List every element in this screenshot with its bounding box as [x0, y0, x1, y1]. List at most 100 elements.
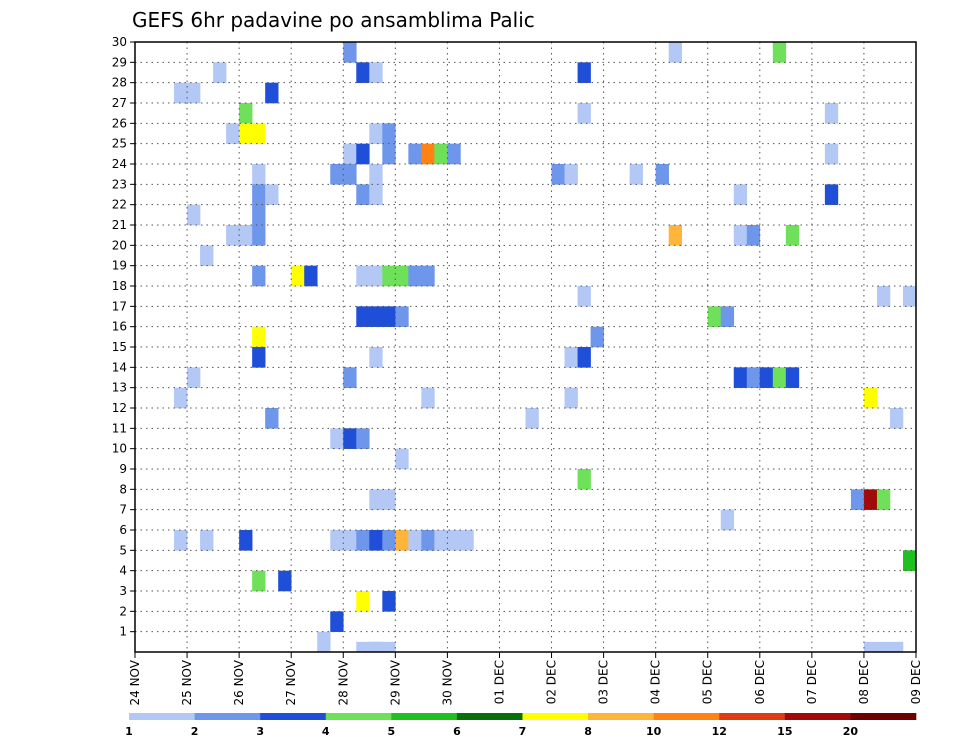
- heatmap-cell: [902, 286, 917, 307]
- y-tick-label: 3: [119, 584, 127, 598]
- heatmap-cell: [356, 143, 370, 165]
- colorbar-segment: [522, 713, 589, 720]
- heatmap-cell: [174, 530, 188, 551]
- heatmap-cell: [577, 469, 591, 490]
- heatmap-cell: [369, 641, 383, 653]
- colorbar-tick-label: 12: [712, 725, 727, 738]
- heatmap-cell: [265, 184, 279, 205]
- heatmap-cell: [421, 530, 435, 551]
- heatmap-cell: [369, 123, 383, 144]
- heatmap-cell: [772, 42, 787, 63]
- x-tick-label: 05 DEC: [701, 660, 715, 704]
- heatmap-cell: [447, 530, 461, 551]
- heatmap-cell: [408, 530, 422, 551]
- heatmap-cell: [382, 641, 396, 653]
- heatmap-cell: [369, 184, 383, 205]
- y-tick-label: 19: [112, 259, 127, 273]
- heatmap-cell: [850, 489, 865, 510]
- colorbar-segment: [325, 713, 392, 720]
- heatmap-cell: [746, 367, 761, 388]
- heatmap-cell: [863, 489, 878, 510]
- heatmap-cell: [356, 184, 370, 205]
- x-tick-label: 08 DEC: [857, 660, 871, 704]
- colorbar-legend: 1 2 3 4 5 6 7 8 10 12 15 20: [125, 713, 917, 738]
- heatmap-cell: [434, 143, 448, 165]
- heatmap-cell: [720, 509, 735, 531]
- heatmap-cell: [863, 641, 878, 653]
- heatmap-cell: [564, 164, 578, 185]
- heatmap-cell: [291, 265, 305, 287]
- heatmap-cell: [733, 367, 748, 388]
- heatmap-cell: [759, 367, 774, 388]
- heatmap-cell: [395, 530, 409, 551]
- y-tick-label: 18: [112, 279, 127, 293]
- heatmap-cell: [408, 265, 422, 287]
- heatmap-cell: [772, 367, 787, 388]
- heatmap-cell: [577, 286, 591, 307]
- colorbar-segment: [588, 713, 654, 720]
- colorbar-tick-label: 8: [584, 725, 592, 738]
- heatmap-cell: [356, 530, 370, 551]
- heatmap-cell: [876, 286, 891, 307]
- heatmap-cell: [356, 62, 370, 83]
- heatmap-cell: [720, 306, 735, 327]
- heatmap-cell: [629, 164, 643, 185]
- heatmap-cell: [525, 408, 539, 429]
- y-tick-label: 25: [112, 137, 127, 151]
- heatmap-cell: [369, 164, 383, 185]
- y-axis-ticks: 1234567891011121314151617181920212223242…: [112, 35, 135, 639]
- heatmap-cell: [824, 143, 839, 165]
- x-tick-label: 26 NOV: [232, 659, 246, 705]
- heatmap-cell: [239, 225, 253, 246]
- colorbar-segment: [784, 713, 851, 720]
- heatmap-cell: [343, 367, 357, 388]
- colorbar-tick-label: 15: [777, 725, 792, 738]
- heatmap-cell: [382, 306, 396, 327]
- heatmap-cell: [200, 530, 214, 551]
- heatmap-cell: [395, 448, 409, 470]
- colorbar-tick-label: 3: [256, 725, 264, 738]
- heatmap-cell: [382, 265, 396, 287]
- heatmap-cell: [330, 428, 344, 449]
- heatmap-cell: [369, 530, 383, 551]
- heatmap-cell: [863, 387, 878, 409]
- x-tick-label: 04 DEC: [649, 660, 663, 704]
- y-tick-label: 16: [112, 320, 127, 334]
- heatmap-cell: [200, 245, 214, 266]
- y-tick-label: 21: [112, 218, 127, 232]
- heatmap-cell: [252, 164, 266, 185]
- heatmap-cell: [226, 225, 240, 246]
- heatmap-cell: [226, 123, 240, 144]
- heatmap-cell: [265, 408, 279, 429]
- heatmap-cell: [343, 530, 357, 551]
- heatmap-cell: [382, 489, 396, 510]
- heatmap-cell: [369, 489, 383, 510]
- heatmap-cell: [252, 570, 266, 592]
- x-tick-label: 06 DEC: [753, 660, 767, 704]
- heatmap-cell: [668, 42, 682, 63]
- heatmap-cell: [343, 164, 357, 185]
- heatmap-cell: [278, 570, 292, 592]
- heatmap-cell: [265, 82, 279, 104]
- y-tick-label: 1: [119, 625, 127, 639]
- y-tick-label: 11: [112, 421, 127, 435]
- colorbar-tick-label: 4: [322, 725, 330, 738]
- heatmap-cell: [421, 143, 435, 165]
- heatmap-cell: [382, 123, 396, 144]
- heatmap-cell: [876, 489, 891, 510]
- heatmap-cell: [447, 143, 461, 165]
- colorbar-tick-label: 10: [646, 725, 662, 738]
- heatmap-cell: [395, 306, 409, 327]
- y-tick-label: 13: [112, 381, 127, 395]
- heatmap-cell: [330, 164, 344, 185]
- heatmap-cell: [317, 631, 331, 653]
- colorbar-segment: [194, 713, 261, 720]
- x-tick-label: 24 NOV: [128, 659, 142, 705]
- heatmap-cell: [746, 225, 761, 246]
- colorbar-tick-label: 5: [388, 725, 396, 738]
- heatmap-cell: [252, 265, 266, 287]
- heatmap-cell: [252, 347, 266, 368]
- colorbar-segment: [129, 713, 195, 720]
- colorbar-tick-label: 6: [453, 725, 461, 738]
